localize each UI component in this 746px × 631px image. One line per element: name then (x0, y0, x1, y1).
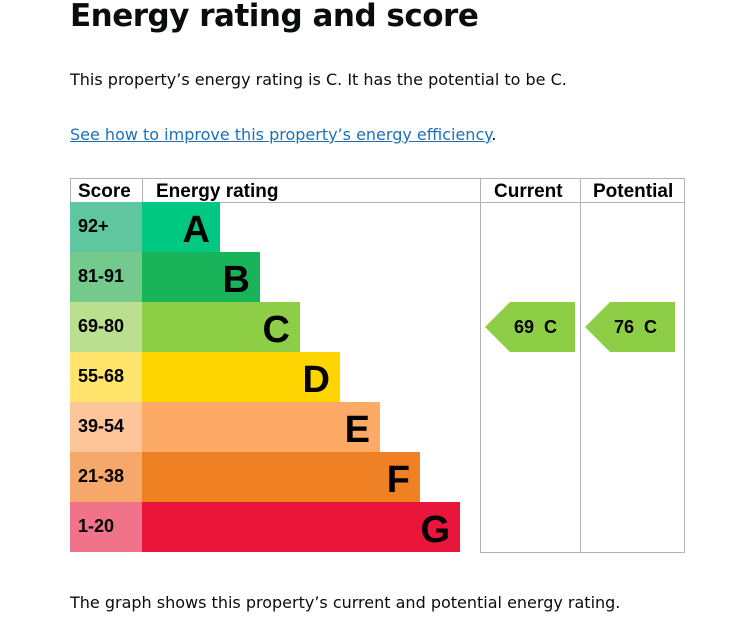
rating-bar-G (142, 502, 460, 552)
rating-letter: A (183, 209, 210, 251)
rating-letter: E (345, 409, 370, 451)
improve-link-paragraph: See how to improve this property’s energ… (70, 125, 497, 144)
score-cell (70, 252, 142, 302)
column-header: Score (78, 181, 131, 202)
score-cell (70, 202, 142, 252)
rating-bar-F (142, 452, 420, 502)
column-header: Current (494, 181, 563, 202)
chart-caption: The graph shows this property’s current … (70, 593, 621, 612)
rating-bar-C (142, 302, 300, 352)
column-header: Potential (593, 181, 673, 202)
rating-letter: G (420, 509, 450, 551)
current-arrow (485, 302, 575, 352)
rating-bar-B (142, 252, 260, 302)
current-rating-label: 69 C (514, 317, 557, 337)
score-label: 21-38 (78, 466, 124, 486)
score-label: 1-20 (78, 516, 114, 536)
score-cell (70, 452, 142, 502)
rating-bar-D (142, 352, 340, 402)
rating-bar-E (142, 402, 380, 452)
score-label: 81-91 (78, 266, 124, 286)
score-cell (70, 502, 142, 552)
column-header: Energy rating (156, 181, 278, 202)
score-cell (70, 302, 142, 352)
improve-link[interactable]: See how to improve this property’s energ… (70, 125, 492, 144)
score-label: 69-80 (78, 316, 124, 336)
rating-bar-A (142, 202, 220, 252)
rating-letter: C (263, 309, 290, 351)
score-cell (70, 352, 142, 402)
score-label: 39-54 (78, 416, 124, 436)
score-cell (70, 402, 142, 452)
potential-rating-label: 76 C (614, 317, 657, 337)
rating-letter: F (387, 459, 410, 501)
potential-arrow (585, 302, 675, 352)
score-label: 55-68 (78, 366, 124, 386)
score-label: 92+ (78, 216, 109, 236)
link-suffix: . (491, 125, 497, 144)
rating-letter: B (223, 259, 250, 301)
intro-text: This property’s energy rating is C. It h… (70, 70, 567, 89)
rating-letter: D (303, 359, 330, 401)
page-title: Energy rating and score (70, 0, 479, 34)
